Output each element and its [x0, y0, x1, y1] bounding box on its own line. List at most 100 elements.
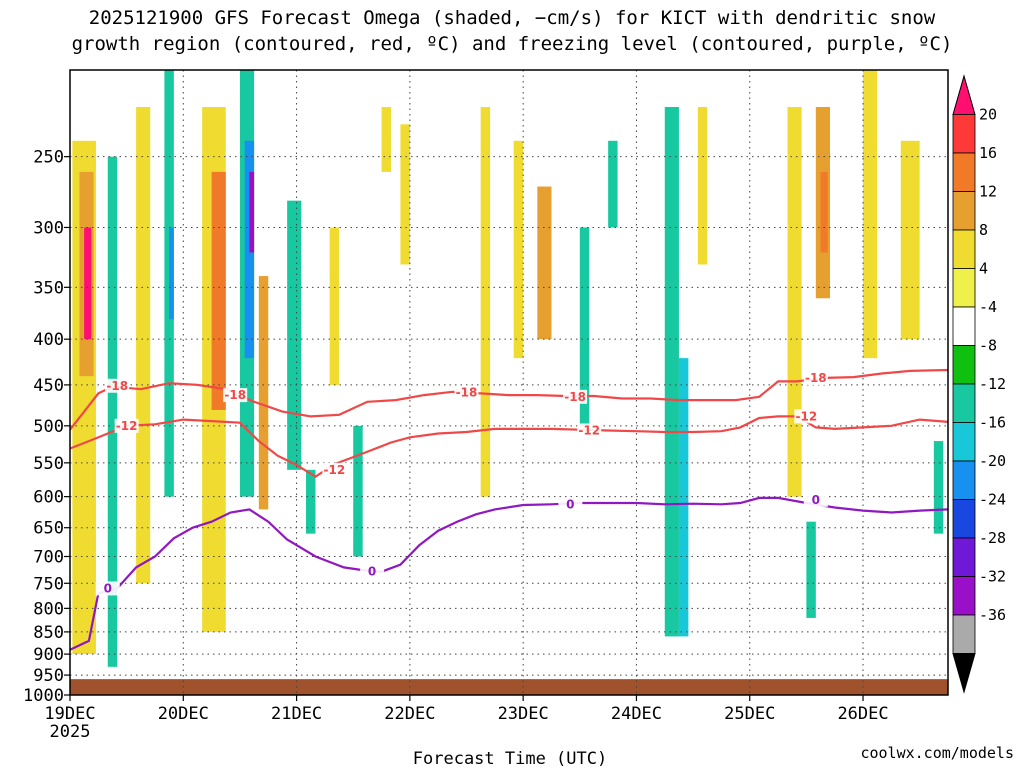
y-tick-label: 800 — [33, 599, 64, 619]
x-tick-label: 24DEC — [611, 704, 662, 724]
omega-cell — [820, 171, 828, 253]
contour-label: -18 — [224, 388, 246, 402]
omega-cell — [608, 140, 618, 228]
contour-label-bg — [803, 370, 828, 385]
plot-frame — [69, 69, 949, 696]
colorbar-label: -32 — [979, 568, 1006, 586]
x-tick-label: 23DEC — [498, 704, 549, 724]
contour-label-bg — [105, 378, 130, 393]
omega-cell — [211, 171, 226, 410]
colorbar-label: -4 — [979, 298, 997, 316]
colorbar-label: -16 — [979, 414, 1006, 432]
credit-text: coolwx.com/models — [860, 744, 1014, 762]
contour-label-bg — [322, 462, 347, 477]
y-tick-label: 250 — [33, 148, 64, 168]
x-tick-label: 22DEC — [384, 704, 435, 724]
contours: -18 -18 -18 -18 -18 -12 -12 -12 -12 0 0 0 0 — [70, 368, 948, 651]
colorbar-label: -24 — [979, 491, 1006, 509]
contour-label: -18 — [805, 371, 827, 385]
colorbar-segment — [952, 152, 976, 192]
contour-label-bg — [95, 581, 120, 596]
x-tick-label: 25DEC — [724, 704, 775, 724]
contour-label-bg — [454, 385, 479, 400]
y-tick-label: 900 — [33, 645, 64, 665]
omega-cell — [537, 186, 552, 340]
y-tick-label: 300 — [33, 218, 64, 238]
y-tick-label: 600 — [33, 488, 64, 508]
x-tick-label: 21DEC — [271, 704, 322, 724]
omega-shading — [72, 70, 944, 667]
omega-cell — [787, 107, 802, 497]
omega-cell — [400, 124, 410, 265]
colorbar-label: -36 — [979, 606, 1006, 624]
x-tick-label: 20DEC — [158, 704, 209, 724]
omega-cell — [579, 227, 590, 426]
y-tick-label: 750 — [33, 574, 64, 594]
colorbar-label: -20 — [979, 452, 1006, 470]
colorbar-label: 20 — [979, 106, 997, 124]
chart-title-line1: 2025121900 GFS Forecast Omega (shaded, −… — [89, 7, 936, 29]
colorbar-segment — [952, 499, 976, 539]
colorbar-segment — [952, 460, 976, 500]
grid — [69, 70, 948, 696]
contour-label: -12 — [116, 419, 138, 433]
contour-label: -18 — [106, 379, 128, 393]
omega-cell — [353, 425, 363, 557]
contour-label-bg — [114, 418, 139, 433]
omega-cell — [933, 441, 944, 534]
omega-cell — [381, 107, 391, 172]
x-tick-label: 26DEC — [837, 704, 888, 724]
omega-cell — [480, 107, 491, 497]
contour-label: -12 — [578, 423, 600, 437]
colorbar-label: 4 — [979, 260, 988, 278]
y-tick-label: 400 — [33, 330, 64, 350]
y-tick-label: 650 — [33, 519, 64, 539]
contour-label: 0 — [368, 565, 376, 579]
omega-cell — [329, 227, 340, 385]
contour-label-bg — [577, 423, 602, 438]
colorbar-segment — [952, 383, 976, 423]
x-axis-label: Forecast Time (UTC) — [413, 749, 607, 768]
omega-cell — [107, 156, 118, 667]
colorbar-segment — [952, 422, 976, 462]
colorbar-label: 16 — [979, 144, 997, 162]
colorbar-segment — [952, 229, 976, 269]
y-tick-label: 550 — [33, 454, 64, 474]
colorbar-label: -12 — [979, 375, 1006, 393]
contour-label: -18 — [456, 386, 478, 400]
contour-label-bg — [794, 409, 819, 424]
colorbar-label: 8 — [979, 221, 988, 239]
colorbar-label: 12 — [979, 183, 997, 201]
chart-title-line2: growth region (contoured, red, ºC) and f… — [72, 33, 953, 55]
y-tick-label: 500 — [33, 417, 64, 437]
contour-label: -18 — [564, 390, 586, 404]
colorbar-label: -8 — [979, 337, 997, 355]
contour-label-bg — [223, 388, 248, 403]
omega-cell — [169, 227, 174, 320]
colorbar-segment — [952, 537, 976, 577]
contour-label: -12 — [324, 463, 346, 477]
omega-cell — [249, 171, 255, 253]
omega-cell — [678, 358, 689, 637]
colorbar-top-arrow — [952, 74, 976, 115]
omega-cell — [258, 276, 269, 510]
omega-cell — [806, 521, 816, 618]
contour-label-bg — [558, 497, 583, 512]
y-tick-label: 850 — [33, 623, 64, 643]
contour-label: 0 — [812, 493, 820, 507]
omega-cell — [136, 107, 151, 584]
x-tick-sublabel: 2025 — [50, 722, 91, 742]
colorbar-segment — [952, 114, 976, 154]
contour-label: 0 — [104, 581, 112, 595]
colorbar-segment — [952, 191, 976, 231]
colorbar-segment — [952, 614, 976, 654]
colorbar-segment — [952, 306, 976, 346]
omega-cell — [513, 140, 524, 359]
colorbar-segment — [952, 268, 976, 308]
omega-cell — [287, 200, 302, 470]
y-tick-label: 450 — [33, 376, 64, 396]
contour-label-bg — [360, 564, 385, 579]
contour-line — [70, 368, 948, 431]
